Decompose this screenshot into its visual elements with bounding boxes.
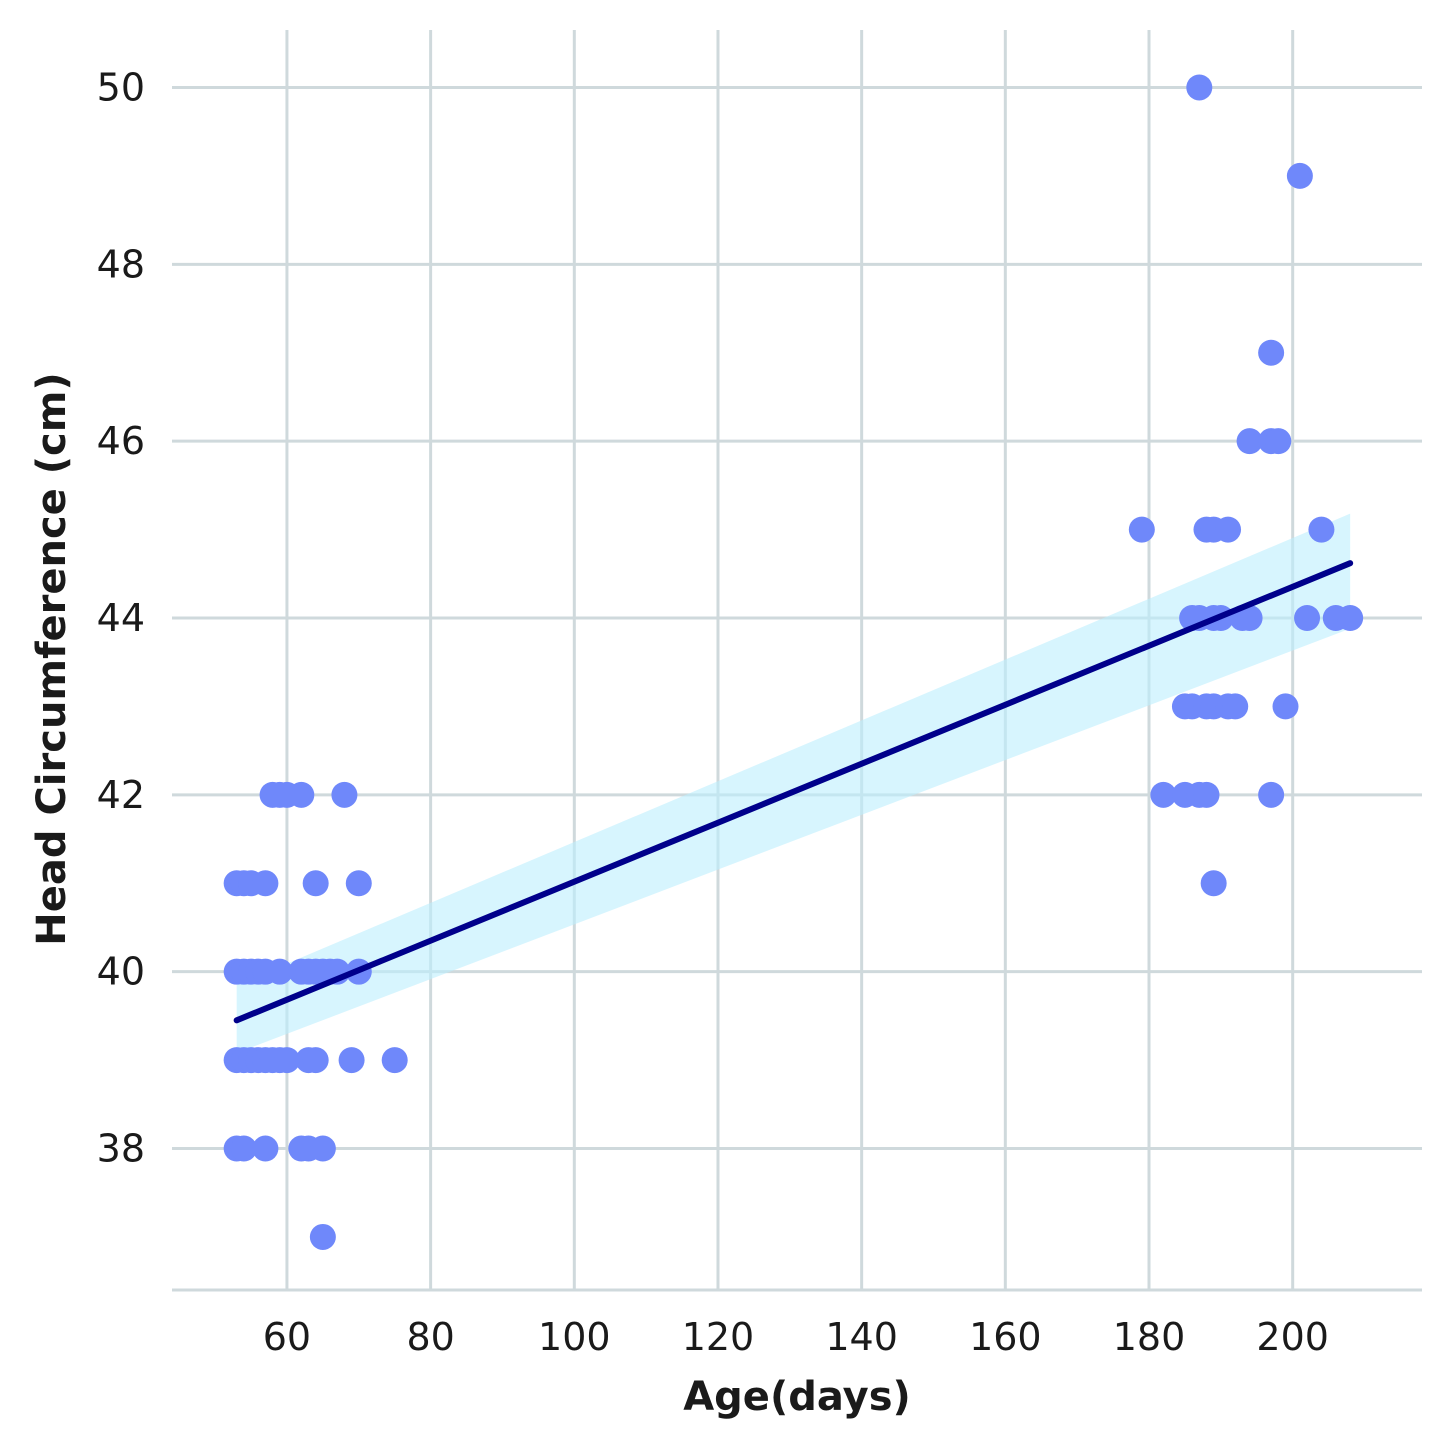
data-point xyxy=(1337,605,1364,631)
x-tick-label: 60 xyxy=(263,1315,311,1359)
x-tick-label: 80 xyxy=(406,1315,454,1359)
x-tick-labels: 60 80 100 120 140 160 180 200 xyxy=(263,1315,1329,1359)
data-point xyxy=(1128,516,1155,543)
x-tick-label: 160 xyxy=(969,1315,1042,1359)
data-point xyxy=(288,781,315,808)
y-tick-labels: 38 40 42 44 46 48 50 xyxy=(97,65,145,1170)
x-tick-label: 200 xyxy=(1256,1315,1329,1359)
data-point xyxy=(1294,605,1321,631)
confidence-band-layer xyxy=(236,513,1351,1054)
data-point xyxy=(302,870,329,897)
data-point xyxy=(331,781,358,808)
x-tick-label: 140 xyxy=(825,1315,898,1359)
data-point xyxy=(273,1047,300,1074)
x-tick-label: 180 xyxy=(1113,1315,1186,1359)
data-point xyxy=(1265,428,1292,455)
data-point xyxy=(252,1135,279,1162)
data-point xyxy=(345,870,372,897)
data-point xyxy=(1258,781,1285,808)
y-tick-label: 40 xyxy=(97,950,145,994)
data-point xyxy=(230,1135,257,1162)
data-point xyxy=(302,1047,329,1074)
data-point xyxy=(1236,605,1263,631)
y-tick-label: 46 xyxy=(97,419,145,463)
data-point xyxy=(1308,516,1335,543)
data-points xyxy=(223,74,1364,1250)
data-point xyxy=(1200,870,1227,897)
y-axis-label: Head Circumference (cm) xyxy=(29,372,75,945)
data-point xyxy=(252,870,279,897)
y-tick-label: 38 xyxy=(97,1127,145,1171)
data-point xyxy=(381,1047,408,1074)
x-tick-label: 100 xyxy=(538,1315,611,1359)
data-point xyxy=(1150,781,1177,808)
regression-line xyxy=(233,560,1354,1024)
data-point xyxy=(1222,693,1249,720)
data-point xyxy=(1236,428,1263,455)
confidence-band xyxy=(236,513,1351,1054)
data-point xyxy=(309,1135,336,1162)
data-point xyxy=(1186,74,1213,101)
y-tick-label: 42 xyxy=(97,773,145,817)
x-axis-label: Age(days) xyxy=(683,1374,911,1420)
data-point xyxy=(1193,781,1220,808)
data-point xyxy=(1286,162,1313,189)
data-point xyxy=(266,958,293,985)
y-tick-label: 48 xyxy=(97,242,145,286)
data-point xyxy=(309,1223,336,1250)
y-tick-label: 44 xyxy=(97,596,145,640)
regression-line-layer xyxy=(233,560,1354,1024)
data-point xyxy=(1215,516,1242,543)
x-tick-label: 120 xyxy=(682,1315,755,1359)
data-point xyxy=(338,1047,365,1074)
y-tick-label: 50 xyxy=(97,65,145,109)
data-point xyxy=(1258,339,1285,366)
data-point xyxy=(1272,693,1299,720)
